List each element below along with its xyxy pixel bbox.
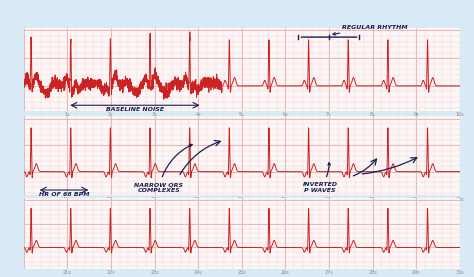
Text: REGULAR RHYTHM: REGULAR RHYTHM [333,25,408,35]
Text: INVERTED
P WAVES: INVERTED P WAVES [303,163,338,193]
Text: NARROW QRS
COMPLEXES: NARROW QRS COMPLEXES [135,144,192,193]
Text: BASELINE NOISE: BASELINE NOISE [106,107,164,112]
Text: HR OF 68 BPM: HR OF 68 BPM [39,192,89,197]
